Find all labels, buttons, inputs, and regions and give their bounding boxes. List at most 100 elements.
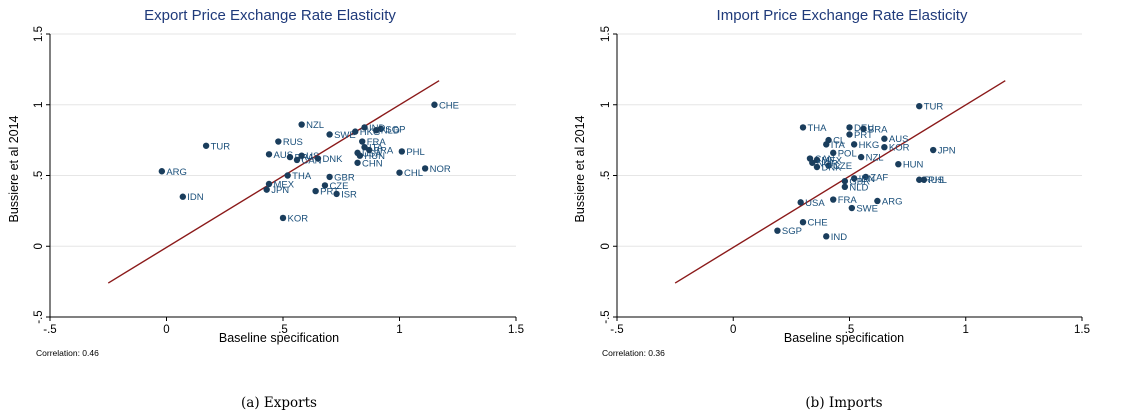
data-point	[279, 214, 287, 222]
figure-caption: (b) Imports	[805, 395, 882, 411]
data-point	[356, 152, 364, 159]
point-label: GBR	[334, 172, 355, 183]
point-label: NZL	[306, 120, 324, 131]
data-point	[830, 196, 837, 203]
point-label: THA	[808, 123, 828, 134]
x-tick-label: .5	[845, 324, 855, 336]
point-label: NLD	[381, 126, 400, 137]
data-point	[202, 142, 210, 149]
y-axis-label: Bussiere et al 2014	[7, 115, 21, 222]
point-label: PHL	[928, 175, 946, 186]
point-label: JPN	[938, 146, 956, 157]
point-label: PRT	[854, 130, 873, 141]
point-label: HKG	[360, 127, 381, 138]
y-tick-label: 1	[33, 102, 45, 108]
x-tick-label: 1	[963, 324, 969, 336]
y-tick-label: 1.5	[600, 26, 612, 42]
point-label: USA	[362, 148, 382, 159]
data-point	[431, 101, 438, 108]
data-point	[333, 190, 340, 198]
chart-title: Export Price Exchange Rate Elasticity	[144, 7, 396, 24]
data-point	[158, 168, 166, 175]
point-label: ARG	[166, 167, 187, 178]
point-label: DNK	[821, 163, 842, 174]
point-label: SGP	[782, 226, 802, 237]
point-label: KOR	[288, 213, 309, 224]
data-point	[846, 131, 853, 138]
data-point	[326, 173, 333, 181]
data-point	[850, 175, 858, 182]
data-point	[823, 141, 830, 148]
fit-line	[674, 80, 1006, 284]
point-label: HKG	[859, 140, 880, 151]
point-label: ARG	[882, 196, 903, 207]
data-point	[179, 193, 187, 200]
data-point	[421, 165, 429, 172]
data-point	[396, 169, 403, 176]
data-point	[799, 218, 807, 226]
y-tick-label: 0	[600, 243, 612, 249]
figure-caption: (a) Exports	[241, 395, 317, 411]
point-label: CZE	[833, 161, 852, 172]
point-label: JPN	[271, 185, 289, 196]
data-point	[895, 160, 902, 168]
y-axis-label: Bussiere et al 2014	[573, 115, 587, 222]
point-label: CHN	[362, 158, 383, 169]
data-point	[857, 153, 865, 161]
point-label: SGP	[385, 124, 405, 135]
data-point	[881, 135, 888, 142]
y-tick-label: 1	[600, 102, 612, 108]
point-label: IDN	[859, 174, 876, 185]
data-point	[373, 127, 380, 134]
point-label: MEX	[274, 179, 295, 190]
data-point	[275, 138, 282, 145]
data-point	[361, 124, 368, 131]
point-label: FRA	[838, 195, 858, 206]
point-label: CHE	[808, 218, 828, 229]
export-elasticity-chart: Export Price Exchange Rate Elasticity Bu…	[7, 7, 524, 411]
point-label: HUN	[903, 160, 924, 171]
x-tick-label: .5	[278, 324, 288, 336]
point-label: TUR	[211, 141, 231, 152]
point-label: BRA	[294, 153, 314, 164]
point-label: ITA	[369, 143, 384, 154]
data-point	[314, 155, 322, 162]
x-tick-label: 1	[396, 324, 402, 336]
data-point	[263, 186, 270, 193]
point-label: GBR	[849, 177, 870, 188]
point-label: CHL	[404, 168, 423, 179]
data-point	[366, 146, 373, 154]
data-point	[850, 141, 858, 148]
data-point	[841, 183, 849, 191]
data-point	[916, 176, 923, 183]
point-label: CL	[833, 136, 845, 147]
point-label: NOR	[430, 164, 451, 175]
point-label: IDN	[187, 192, 204, 203]
x-tick-label: 1.5	[1074, 324, 1090, 336]
point-label: AUS	[889, 134, 909, 145]
data-point	[813, 163, 821, 171]
point-label: USA	[805, 198, 825, 209]
correlation-note: Correlation: 0.36	[602, 348, 665, 358]
x-axis-label: Baseline specification	[784, 331, 904, 345]
point-label: ISR	[341, 189, 357, 200]
data-point	[284, 172, 291, 179]
point-label: AUS	[274, 150, 294, 161]
data-point	[312, 187, 319, 195]
point-label: POL	[838, 148, 857, 159]
data-point	[930, 146, 937, 154]
data-point	[293, 156, 301, 164]
data-point	[797, 199, 804, 206]
point-label: CHE	[439, 100, 459, 111]
fit-line	[107, 80, 440, 284]
point-label: ZAF	[870, 172, 888, 183]
data-point	[354, 159, 361, 166]
data-point	[841, 177, 849, 185]
y-tick-label: -.5	[600, 310, 612, 323]
point-label: MEX	[821, 155, 842, 166]
point-label: BRA	[374, 146, 394, 157]
point-label: RUS	[283, 137, 303, 148]
point-label: CAN	[814, 154, 834, 165]
point-label: CAN	[301, 155, 321, 166]
x-tick-label: 1.5	[508, 324, 524, 336]
